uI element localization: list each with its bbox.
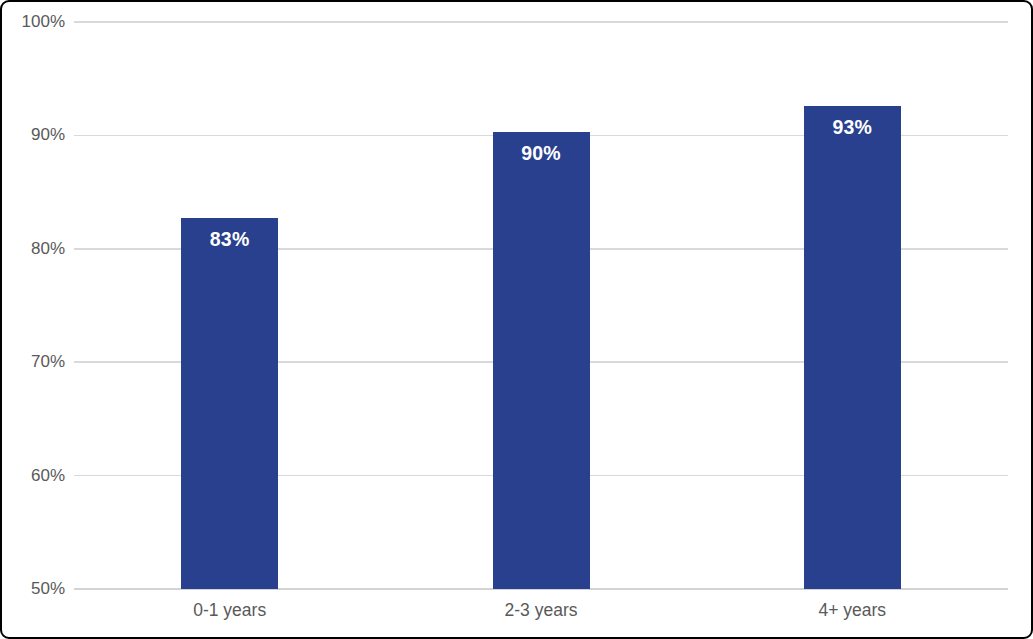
bar-value-label: 93% (804, 106, 901, 139)
bar-0-1-years: 83% (181, 218, 278, 589)
y-axis-tick-label: 70% (2, 352, 65, 372)
y-axis-tick-label: 50% (2, 579, 65, 599)
y-axis-tick-label: 80% (2, 239, 65, 259)
x-axis-category-label: 4+ years (697, 600, 1008, 621)
bar-chart: 50% 60% 70% 80% 90% 100% 83% 0-1 years 90% 2-3 ye… (0, 0, 1033, 639)
bar-2-3-years: 90% (493, 132, 590, 589)
bar-4-years: 93% (804, 106, 901, 589)
bar-value-label: 83% (181, 218, 278, 251)
y-axis-tick-label: 60% (2, 466, 65, 486)
gridline-100 (74, 21, 1008, 23)
bar-value-label: 90% (493, 132, 590, 165)
x-axis-category-label: 2-3 years (385, 600, 696, 621)
y-axis-tick-label: 90% (2, 125, 65, 145)
x-axis-category-label: 0-1 years (74, 600, 385, 621)
y-axis-tick-label: 100% (2, 12, 65, 32)
